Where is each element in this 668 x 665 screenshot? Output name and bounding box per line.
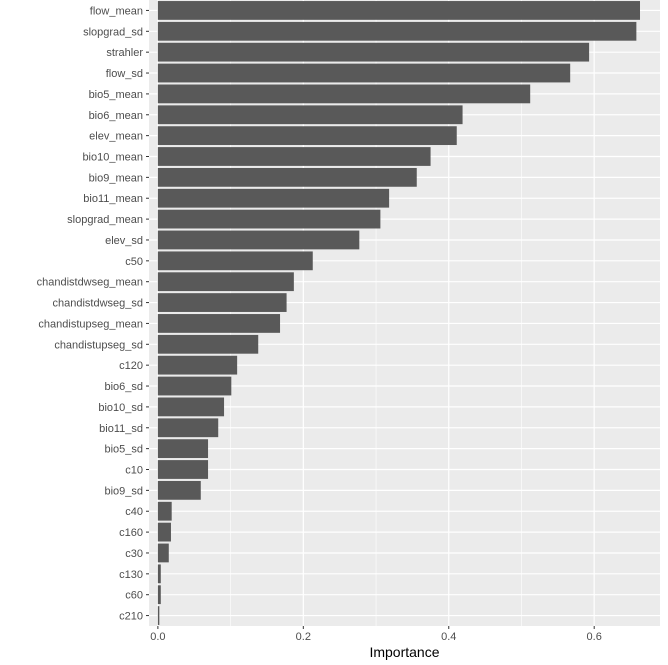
bar-c160 [157, 522, 171, 542]
x-tick-label: 0.2 [296, 631, 311, 643]
bar-bio9_mean [157, 167, 417, 187]
y-tick-label-chandistupseg_mean: chandistupseg_mean [38, 318, 143, 330]
y-tick-label-bio11_mean: bio11_mean [83, 193, 143, 205]
plot-panel [149, 0, 660, 626]
y-tick-label-bio6_sd: bio6_sd [104, 381, 143, 393]
y-tick-label-chandistupseg_sd: chandistupseg_sd [54, 339, 143, 351]
y-tick-label-c60: c60 [125, 590, 143, 602]
bar-bio9_sd [157, 480, 201, 500]
bar-bio11_mean [157, 188, 390, 208]
y-tick-label-c40: c40 [125, 506, 143, 518]
y-tick-label-slopgrad_mean: slopgrad_mean [67, 214, 143, 226]
bar-c40 [157, 501, 172, 521]
y-tick-label-flow_mean: flow_mean [90, 5, 143, 17]
y-tick-label-bio9_mean: bio9_mean [89, 172, 143, 184]
bar-strahler [157, 42, 590, 62]
y-tick-label-elev_sd: elev_sd [105, 235, 143, 247]
y-tick-label-bio11_sd: bio11_sd [99, 423, 143, 435]
y-tick-label-bio10_mean: bio10_mean [82, 152, 143, 164]
bar-c210 [157, 606, 160, 625]
bar-slopgrad_mean [157, 209, 381, 229]
bar-bio10_mean [157, 147, 431, 166]
bar-flow_sd [157, 63, 571, 83]
bar-c50 [157, 251, 313, 271]
bar-bio5_sd [157, 439, 209, 459]
y-tick-label-bio9_sd: bio9_sd [104, 485, 143, 497]
x-tick-label: 0.6 [587, 631, 602, 643]
y-tick-label-chandistdwseg_mean: chandistdwseg_mean [37, 277, 143, 289]
bar-bio6_sd [157, 376, 232, 396]
x-axis-title: Importance [369, 644, 439, 660]
bar-bio6_mean [157, 105, 463, 125]
bar-bio10_sd [157, 397, 225, 417]
y-tick-label-c10: c10 [125, 465, 143, 477]
y-axis: flow_mean slopgrad_sd strahler flow_sd bio5_… [37, 5, 149, 623]
bar-c120 [157, 355, 238, 375]
bar-c10 [157, 460, 209, 479]
x-tick-label: 0.0 [150, 631, 165, 643]
y-tick-label-strahler: strahler [106, 47, 143, 59]
y-tick-label-bio5_sd: bio5_sd [104, 444, 143, 456]
y-tick-label-slopgrad_sd: slopgrad_sd [83, 26, 143, 38]
y-tick-label-flow_sd: flow_sd [106, 68, 143, 80]
bar-bio11_sd [157, 418, 219, 438]
y-tick-label-c160: c160 [119, 527, 143, 539]
bar-c130 [157, 564, 161, 584]
y-tick-label-chandistdwseg_sd: chandistdwseg_sd [52, 298, 143, 310]
bar-elev_mean [157, 126, 457, 146]
bar-flow_mean [157, 1, 641, 20]
x-axis: 0.0 0.2 0.4 0.6 [150, 626, 602, 643]
bar-slopgrad_sd [157, 21, 637, 41]
bar-chandistdwseg_mean [157, 272, 294, 292]
bar-chandistupseg_sd [157, 334, 259, 354]
y-tick-label-bio5_mean: bio5_mean [89, 89, 143, 101]
y-tick-label-bio6_mean: bio6_mean [89, 110, 143, 122]
bar-chandistdwseg_sd [157, 293, 287, 312]
bar-elev_sd [157, 230, 360, 250]
bar-bio5_mean [157, 84, 531, 104]
y-tick-label-bio10_sd: bio10_sd [98, 402, 143, 414]
bar-chandistupseg_mean [157, 314, 281, 333]
y-tick-label-elev_mean: elev_mean [89, 131, 143, 143]
bar-c30 [157, 543, 169, 563]
bar-c60 [157, 585, 161, 605]
x-tick-label: 0.4 [441, 631, 456, 643]
bars [157, 1, 641, 625]
y-tick-label-c130: c130 [119, 569, 143, 581]
y-tick-label-c30: c30 [125, 548, 143, 560]
y-tick-label-c210: c210 [119, 611, 143, 623]
y-tick-label-c120: c120 [119, 360, 143, 372]
y-tick-label-c50: c50 [125, 256, 143, 268]
